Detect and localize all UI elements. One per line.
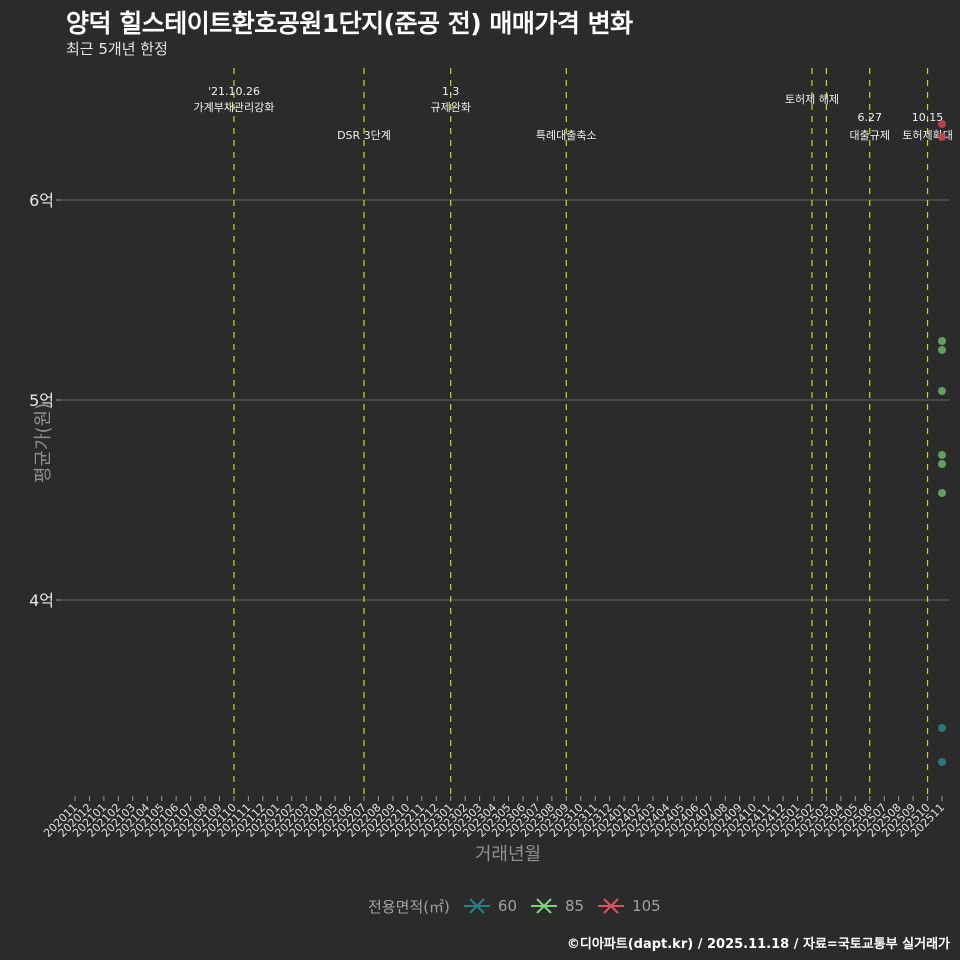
- data-point-85: [938, 489, 946, 497]
- legend-item-60: 60: [463, 896, 517, 916]
- event-label: 가계부채관리강화: [193, 101, 274, 114]
- data-point-85: [938, 451, 946, 459]
- y-tick-label: 6억: [29, 191, 54, 210]
- legend-cross-icon: [531, 898, 557, 914]
- legend-cross-icon: [598, 898, 625, 914]
- data-point-60: [938, 724, 946, 732]
- data-point-85: [938, 337, 946, 345]
- legend-cross-icon: [463, 898, 490, 914]
- legend-item-105: 105: [598, 896, 661, 916]
- event-date-label: 10.15: [912, 111, 944, 124]
- event-date-label: 1.3: [442, 85, 460, 98]
- legend-label: 85: [565, 897, 585, 915]
- event-label: DSR 3단계: [337, 129, 391, 142]
- data-point-85: [938, 387, 946, 395]
- y-tick-label: 5억: [29, 391, 54, 410]
- data-point-85: [938, 346, 946, 354]
- event-date-label: '21.10.26: [208, 85, 260, 98]
- y-axis-ticks: 4억 5억 6억: [29, 191, 61, 610]
- event-date-label: 6.27: [858, 111, 883, 124]
- legend-title: 전용면적(㎡): [368, 897, 450, 916]
- legend: 전용면적(㎡) 60 85 105: [368, 895, 661, 917]
- data-point-105: [938, 120, 946, 128]
- legend-label: 60: [497, 897, 517, 915]
- event-label: 특례대출축소: [536, 129, 597, 142]
- source-caption: ©디아파트(dapt.kr) / 2025.11.18 / 자료=국토교통부 실…: [566, 937, 950, 952]
- y-tick-label: 4억: [29, 591, 54, 610]
- data-point-105: [938, 133, 946, 141]
- x-axis-ticks: 2020112020122021012021022021032021042021…: [41, 796, 947, 840]
- chart-subtitle: 최근 5개년 한정: [66, 40, 168, 58]
- y-axis-label: 평균가(원): [33, 402, 55, 484]
- data-point-85: [938, 460, 946, 468]
- legend-label: 105: [632, 897, 661, 915]
- x-axis-label: 거래년월: [475, 844, 541, 865]
- event-label: 대출규제: [850, 129, 890, 142]
- data-point-60: [938, 758, 946, 766]
- event-label: 토허제 해제: [785, 92, 839, 106]
- event-label: 규제완화: [430, 101, 470, 114]
- legend-item-85: 85: [531, 896, 584, 916]
- y-gridlines: [60, 199, 950, 601]
- data-points: [938, 120, 946, 766]
- chart-title: 양덕 힐스테이트환호공원1단지(준공 전) 매매가격 변화: [66, 9, 633, 38]
